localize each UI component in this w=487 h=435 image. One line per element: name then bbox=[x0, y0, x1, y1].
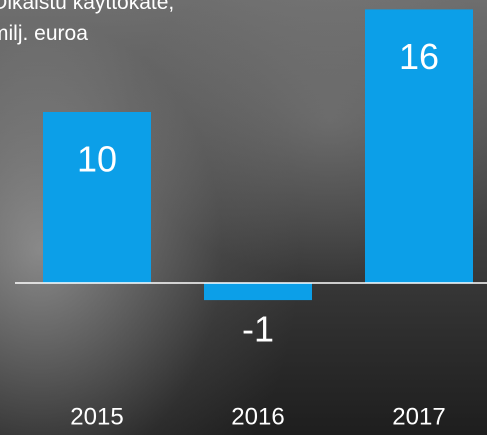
data-label: -1 bbox=[242, 309, 274, 350]
bar bbox=[365, 9, 473, 284]
x-tick-label: 2016 bbox=[231, 403, 284, 430]
bar bbox=[43, 112, 151, 283]
x-tick-label: 2017 bbox=[392, 403, 445, 430]
bar bbox=[204, 283, 312, 301]
x-tick-label: 2015 bbox=[70, 403, 123, 430]
data-label: 16 bbox=[399, 36, 439, 77]
chart-title: Oikaistu käyttökate, milj. euroa bbox=[0, 0, 175, 45]
data-label: 10 bbox=[77, 139, 117, 180]
